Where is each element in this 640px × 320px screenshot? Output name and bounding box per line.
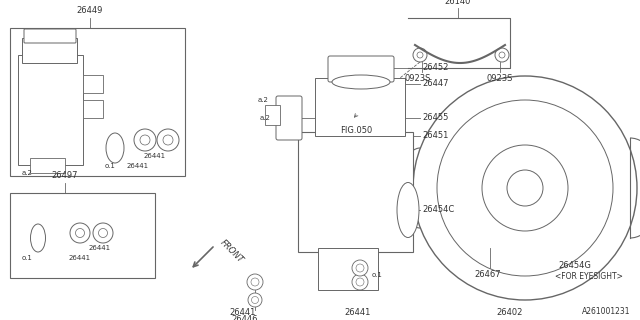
Ellipse shape	[332, 75, 390, 89]
Text: 26454C: 26454C	[422, 205, 454, 214]
Circle shape	[413, 48, 427, 62]
Text: o.1: o.1	[104, 163, 115, 169]
Text: 26441: 26441	[89, 245, 111, 251]
Text: A261001231: A261001231	[582, 307, 630, 316]
Circle shape	[252, 297, 259, 303]
Text: 26402: 26402	[497, 308, 523, 317]
Bar	[83, 75, 103, 93]
Circle shape	[507, 170, 543, 206]
Text: a.2: a.2	[259, 115, 270, 121]
Text: a.2: a.2	[22, 170, 33, 176]
Circle shape	[76, 228, 84, 237]
Text: o.1: o.1	[372, 272, 383, 278]
Circle shape	[134, 129, 156, 151]
Circle shape	[352, 260, 368, 276]
Bar	[315, 78, 405, 136]
Circle shape	[247, 274, 263, 290]
Circle shape	[248, 293, 262, 307]
Bar	[318, 248, 378, 290]
Text: o.1: o.1	[22, 255, 33, 261]
Text: a.2: a.2	[257, 97, 268, 103]
Ellipse shape	[106, 133, 124, 163]
Text: FIG.050: FIG.050	[340, 126, 372, 135]
Text: 26446: 26446	[232, 315, 259, 320]
Bar	[10, 193, 155, 278]
Bar	[265, 105, 280, 125]
Text: 26451: 26451	[422, 132, 449, 140]
Text: 26454G: 26454G	[558, 261, 591, 270]
Bar	[298, 132, 413, 252]
Text: <FOR EYESIGHT>: <FOR EYESIGHT>	[555, 272, 623, 281]
Text: 26441: 26441	[345, 308, 371, 317]
Text: 26447: 26447	[422, 79, 449, 89]
Circle shape	[495, 48, 509, 62]
Text: 0923S: 0923S	[405, 74, 431, 83]
Circle shape	[499, 52, 505, 58]
Text: 26449: 26449	[77, 6, 103, 15]
Bar	[30, 158, 65, 173]
Bar	[18, 55, 83, 165]
Circle shape	[157, 129, 179, 151]
Circle shape	[70, 223, 90, 243]
Ellipse shape	[31, 224, 45, 252]
Circle shape	[352, 274, 368, 290]
Text: FRONT: FRONT	[218, 238, 244, 265]
Text: 26441: 26441	[127, 163, 149, 169]
Text: 26455: 26455	[422, 114, 449, 123]
Text: 0923S: 0923S	[487, 74, 513, 83]
Circle shape	[413, 76, 637, 300]
Text: 26452: 26452	[422, 63, 449, 73]
Bar	[10, 28, 185, 176]
Circle shape	[163, 135, 173, 145]
Text: 26497: 26497	[52, 171, 78, 180]
Ellipse shape	[397, 182, 419, 237]
Circle shape	[251, 278, 259, 286]
Circle shape	[356, 264, 364, 272]
Bar	[22, 38, 77, 63]
FancyBboxPatch shape	[276, 96, 302, 140]
Circle shape	[482, 145, 568, 231]
Circle shape	[93, 223, 113, 243]
Text: 26441: 26441	[144, 153, 166, 159]
Text: 26140: 26140	[445, 0, 471, 6]
Text: 26441: 26441	[230, 308, 256, 317]
Circle shape	[417, 52, 423, 58]
Text: 26467: 26467	[475, 270, 501, 279]
FancyBboxPatch shape	[328, 56, 394, 82]
Circle shape	[356, 278, 364, 286]
Circle shape	[99, 228, 108, 237]
Circle shape	[437, 100, 613, 276]
Circle shape	[140, 135, 150, 145]
Text: 26441: 26441	[69, 255, 91, 261]
FancyBboxPatch shape	[24, 29, 76, 43]
Bar	[83, 100, 103, 118]
